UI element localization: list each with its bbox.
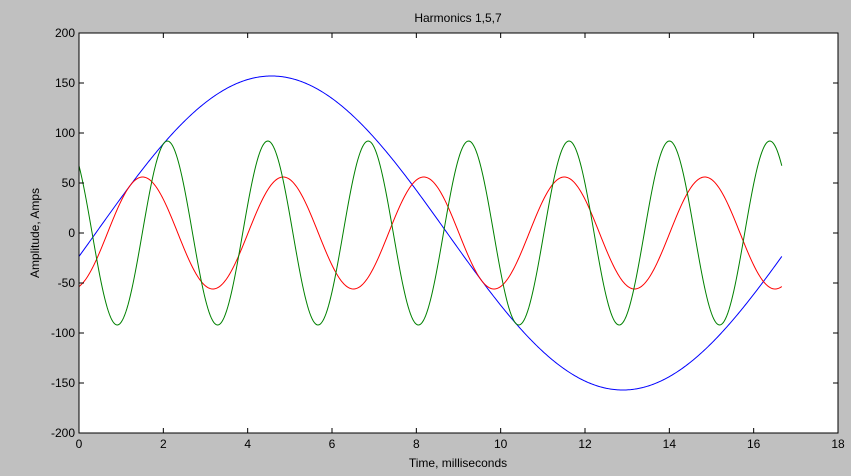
x-tick-label: 6: [329, 437, 336, 451]
x-tick-label: 16: [747, 437, 761, 451]
y-tick-label: 200: [55, 26, 75, 40]
x-tick-label: 4: [244, 437, 251, 451]
series-line-1: [78, 75, 783, 391]
x-tick-label: 18: [831, 437, 845, 451]
x-tick-label: 14: [663, 437, 677, 451]
x-tick-label: 0: [76, 437, 83, 451]
x-tick-label: 2: [160, 437, 167, 451]
chart-title: Harmonics 1,5,7: [414, 11, 502, 25]
y-tick-label: 150: [55, 76, 75, 90]
x-tick-label: 10: [494, 437, 508, 451]
series-line-3: [78, 140, 783, 326]
y-tick-label: -100: [51, 326, 75, 340]
series-line-2: [78, 176, 783, 290]
y-tick-label: 100: [55, 126, 75, 140]
x-tick-label: 8: [413, 437, 420, 451]
y-tick-label: -50: [58, 276, 76, 290]
y-tick-label: 50: [62, 176, 76, 190]
x-axis: 0 2 4 6 8 10 12 14 16 18: [76, 33, 845, 451]
y-axis: 200 150 100 50 0 -50 -100 -150 -200: [51, 26, 838, 440]
y-tick-label: -150: [51, 376, 75, 390]
x-axis-label: Time, milliseconds: [409, 456, 507, 470]
y-tick-label: 0: [68, 226, 75, 240]
y-axis-label: Amplitude, Amps: [28, 188, 42, 278]
series-layer: [78, 75, 783, 391]
y-tick-label: -200: [51, 426, 75, 440]
x-tick-label: 12: [578, 437, 592, 451]
